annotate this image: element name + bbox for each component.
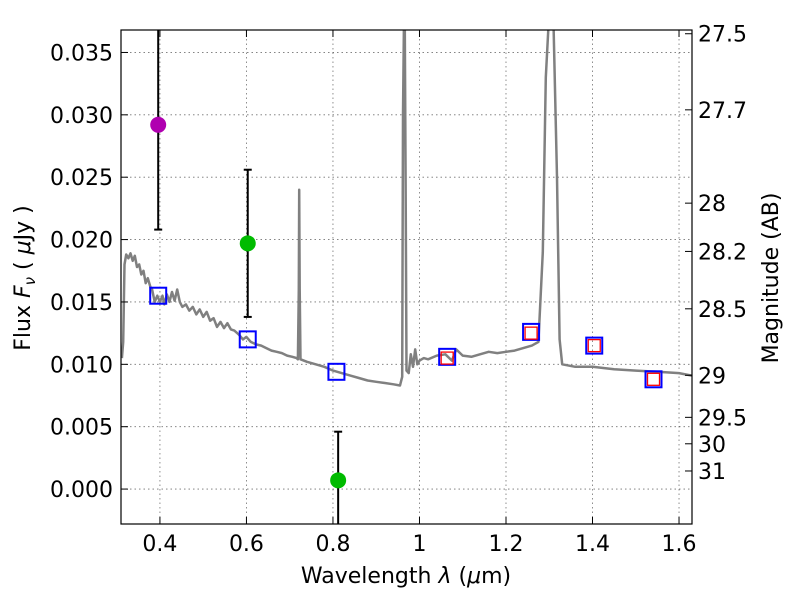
y-tick-label: 0.015: [50, 291, 113, 316]
detection-point: [239, 235, 256, 252]
x-tick-label: 1.4: [575, 532, 610, 557]
observed-red-square: [440, 351, 454, 365]
y-tick-label: 0.030: [50, 104, 113, 129]
x-tick-label: 0.8: [315, 532, 350, 557]
observed-red-square: [646, 372, 661, 386]
observed-red-square: [524, 326, 538, 340]
grid-layer: [121, 30, 692, 524]
model-photometry-square: [522, 322, 541, 341]
y2-tick-label: 30: [698, 433, 726, 458]
y2-tick-label: 27.5: [698, 23, 747, 48]
model-photometry-square: [438, 347, 457, 366]
x-tick-label: 0.6: [229, 532, 264, 557]
observed-red-square: [587, 338, 601, 353]
spectrum-line: [121, 30, 692, 387]
y-axis-label: Flux Fν ( μJy ): [11, 205, 39, 350]
y2-tick-label: 29.5: [698, 406, 747, 431]
model-photometry-square: [149, 286, 168, 305]
model-photometry-square: [644, 370, 663, 389]
model-photometry-square: [327, 362, 346, 381]
y2-tick-label: 28: [698, 192, 726, 217]
marker-layer: [149, 30, 663, 524]
y-tick-label: 0.005: [50, 416, 113, 441]
y-tick-label: 0.000: [50, 478, 113, 503]
y-tick-label: 0.020: [50, 229, 113, 254]
y2-tick-label: 28.2: [698, 240, 747, 265]
y2-tick-label: 27.7: [698, 99, 747, 124]
y2-tick-label: 31: [698, 460, 726, 485]
model-photometry-square: [585, 336, 604, 355]
plot-frame: [120, 29, 693, 525]
detection-point: [150, 116, 167, 133]
model-photometry-square: [238, 330, 257, 349]
x-tick-label: 1.6: [662, 532, 697, 557]
y-tick-label: 0.035: [50, 41, 113, 66]
x-tick-label: 1.2: [488, 532, 523, 557]
y2-axis-label: Magnitude (AB): [759, 193, 784, 364]
x-axis-label: Wavelength λ (μm): [301, 564, 511, 589]
x-tick-label: 1: [412, 532, 426, 557]
y2-tick-label: 29: [698, 364, 726, 389]
y-tick-label: 0.025: [50, 166, 113, 191]
spectrum-layer: [121, 30, 692, 387]
tick-layer: 0.4 0.6 0.8 1 1.2 1.4 1.6 0.000 0.005 0.010 0.015 0…: [50, 23, 747, 557]
x-tick-label: 0.4: [142, 532, 177, 557]
detection-point: [330, 472, 347, 489]
y2-tick-label: 28.5: [698, 298, 747, 323]
y-tick-label: 0.010: [50, 353, 113, 378]
